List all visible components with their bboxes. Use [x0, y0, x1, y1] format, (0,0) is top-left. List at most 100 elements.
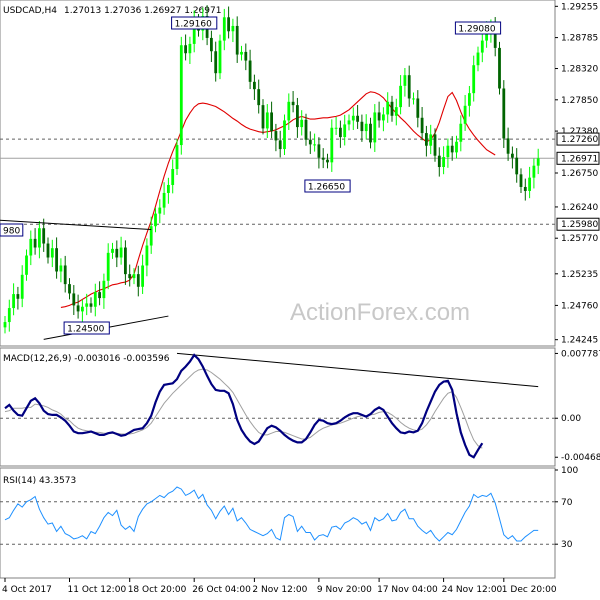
macd-signal-line — [4, 368, 483, 449]
candle — [412, 92, 415, 105]
candle-body — [506, 138, 510, 154]
price-level-box — [556, 132, 600, 146]
candle-body — [351, 115, 355, 121]
candle — [50, 239, 54, 268]
candle-body — [300, 119, 304, 128]
candle-body — [136, 274, 140, 287]
rsi-panel: RSI(14) 43.3573 100 70 30 — [0, 466, 578, 579]
candle — [390, 95, 394, 122]
candle — [136, 265, 140, 297]
candle — [356, 104, 359, 129]
candle-body — [511, 153, 514, 158]
candle-body — [330, 127, 334, 163]
candle — [171, 159, 175, 194]
macd-tick-label: -0.004688 — [561, 453, 600, 463]
candle — [532, 158, 536, 189]
candle-body — [115, 248, 119, 258]
price-level-label: 1.25980 — [561, 220, 598, 230]
ohlc-label: 1.27013 1.27036 1.26927 1.26971 — [64, 6, 221, 16]
candle — [154, 207, 157, 233]
candle-body — [420, 117, 424, 134]
candle-body — [394, 107, 398, 116]
candle-body — [227, 17, 230, 32]
candle — [377, 101, 381, 128]
annotation-1-26650: 1.26650 — [304, 179, 351, 193]
candle — [347, 114, 351, 131]
price-panel: ActionForex.com USDCAD,H4 1.27013 1.2703… — [0, 0, 600, 347]
candle-body — [334, 127, 338, 129]
candle-body — [399, 85, 402, 108]
candle — [498, 41, 501, 95]
time-tick-label: 26 Oct 04:00 — [192, 585, 251, 595]
candle — [33, 228, 37, 255]
time-tick-label: 2 Nov 12:00 — [252, 585, 307, 595]
macd-axis: 0.007787 0.00 -0.004688 — [555, 349, 600, 463]
candle-body — [313, 144, 316, 146]
price-panel-frame — [0, 0, 556, 347]
candle — [399, 75, 402, 115]
candle — [528, 166, 531, 199]
candle-body — [265, 112, 269, 129]
candle — [313, 133, 316, 152]
candle-body — [68, 284, 71, 294]
candle — [248, 49, 252, 90]
candle — [442, 146, 445, 175]
candle — [149, 216, 153, 254]
candle — [326, 153, 329, 169]
candle — [450, 136, 454, 161]
annotation-label: 980 — [3, 227, 20, 237]
candle — [89, 297, 93, 313]
macd-panel-frame — [0, 347, 556, 467]
candle-body — [42, 228, 46, 244]
annotation-1-24500: 1.24500 — [63, 321, 110, 335]
candle-body — [222, 17, 226, 41]
candle — [72, 285, 76, 315]
macd-divergence-line — [176, 352, 539, 388]
candle — [179, 36, 183, 155]
candle — [175, 139, 179, 175]
candle-body — [167, 184, 170, 193]
price-watermark: ActionForex.com — [290, 299, 470, 326]
candle-body — [450, 145, 454, 153]
rsi-polyline — [4, 486, 539, 542]
candle — [3, 316, 7, 334]
candles — [3, 5, 540, 334]
candle-body — [244, 51, 248, 61]
candle-body — [55, 248, 58, 272]
price-tick-label: 1.27380 — [561, 127, 598, 137]
macd-lines — [4, 353, 484, 459]
rsi-panel-frame — [0, 467, 556, 579]
annotation-box — [0, 223, 24, 237]
rsi-axis: 100 70 30 — [555, 466, 578, 550]
price-level-label: 1.26971 — [561, 154, 598, 164]
candle-body — [274, 131, 278, 141]
price-tick-label: 1.26240 — [561, 203, 598, 213]
candle — [455, 135, 458, 159]
candle-body — [291, 101, 295, 106]
candle — [244, 43, 248, 71]
rsi-tick-label: 30 — [561, 540, 573, 550]
candle-body — [416, 98, 420, 118]
candle-body — [425, 133, 428, 146]
candle — [145, 238, 149, 277]
price-tick-label: 1.28320 — [561, 65, 598, 75]
candle — [291, 91, 295, 113]
candle-body — [46, 243, 50, 258]
candle — [93, 283, 97, 317]
time-tick-label: 4 Oct 2017 — [2, 585, 52, 595]
candle — [46, 237, 50, 264]
candle — [85, 293, 89, 316]
candle-body — [369, 123, 372, 143]
candle — [253, 74, 256, 100]
annotation-label: 1.24500 — [67, 325, 104, 335]
candle-body — [308, 139, 312, 145]
candle — [502, 80, 506, 148]
candle — [59, 258, 63, 283]
candle-body — [50, 248, 54, 258]
candle-body — [407, 75, 411, 99]
candle-body — [502, 88, 506, 139]
candle-body — [459, 123, 463, 142]
candle-body — [278, 140, 282, 150]
candle-body — [111, 248, 114, 253]
candle — [480, 32, 484, 63]
